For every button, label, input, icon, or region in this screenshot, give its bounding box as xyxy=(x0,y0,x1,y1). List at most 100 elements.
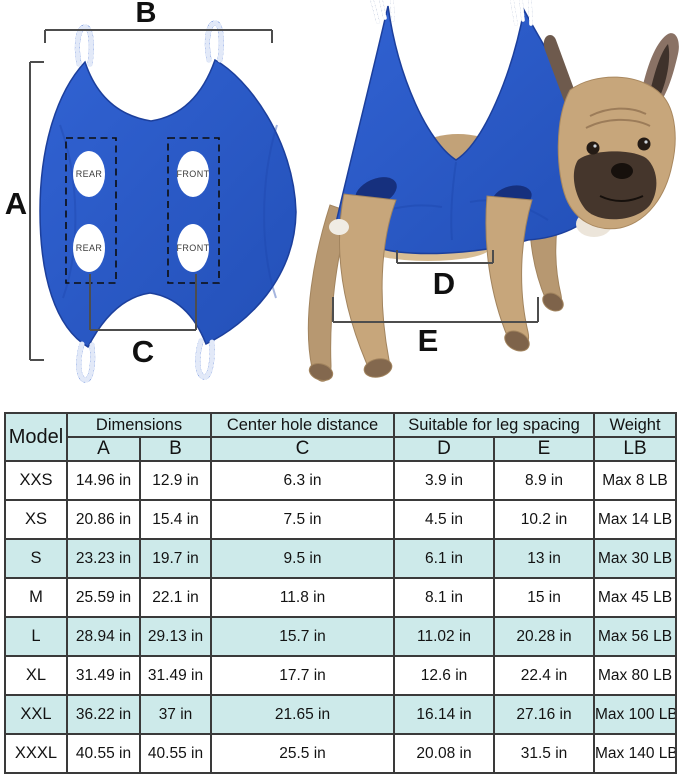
model-cell: XL xyxy=(4,655,68,696)
peak-straps xyxy=(370,0,533,26)
label-e: E xyxy=(418,323,439,358)
header-center-hole-distance: Center hole distance xyxy=(210,412,396,438)
value-cell: 9.5 in xyxy=(210,538,396,579)
dog-head xyxy=(543,33,679,237)
model-cell: XXL xyxy=(4,694,68,735)
value-cell: 25.59 in xyxy=(66,577,141,618)
header-col-b: B xyxy=(138,436,213,462)
muzzle xyxy=(573,151,657,220)
value-cell: 10.2 in xyxy=(493,499,596,540)
value-cell: 6.1 in xyxy=(393,538,496,579)
header-col-e: E xyxy=(493,436,596,462)
value-cell: 7.5 in xyxy=(210,499,396,540)
hole-rear-top xyxy=(73,151,105,197)
value-cell: 6.3 in xyxy=(210,460,396,501)
hole-front-bottom xyxy=(177,224,209,272)
model-cell: XS xyxy=(4,499,68,540)
header-weight: Weight xyxy=(593,412,678,438)
hole-label-front-bottom: FRONT xyxy=(177,243,210,253)
eye-right xyxy=(637,137,651,151)
label-a: A xyxy=(5,186,27,221)
value-cell: 22.4 in xyxy=(493,655,596,696)
value-cell: 13 in xyxy=(493,538,596,579)
value-cell: 16.14 in xyxy=(393,694,496,735)
front-leg-near xyxy=(485,195,533,350)
value-cell: 37 in xyxy=(138,694,213,735)
near-legs xyxy=(338,193,533,378)
value-cell: 22.1 in xyxy=(138,577,213,618)
header-col-c: C xyxy=(210,436,396,462)
header-model: Model xyxy=(4,412,68,462)
header-group-row: Model Dimensions Center hole distance Su… xyxy=(4,412,678,462)
measure-line-c xyxy=(89,274,197,331)
belly-fur-peek xyxy=(329,219,349,235)
value-cell: 12.9 in xyxy=(138,460,213,501)
measure-line-e xyxy=(332,297,539,323)
table-row: L 28.94 in 29.13 in 15.7 in 11.02 in 20.28 in… xyxy=(4,616,678,657)
dog-measurement-lines xyxy=(332,250,539,323)
table-row: XXXL 40.55 in 40.55 in 25.5 in 20.08 in 31.5 … xyxy=(4,733,678,774)
value-cell: 3.9 in xyxy=(393,460,496,501)
dog-in-hammock-diagram: D E xyxy=(307,0,679,382)
value-cell: 28.94 in xyxy=(66,616,141,657)
header-col-d: D xyxy=(393,436,496,462)
value-cell: 15 in xyxy=(493,577,596,618)
value-cell: Max 56 LB xyxy=(593,616,678,657)
corner-straps xyxy=(74,20,224,383)
measurement-lines xyxy=(29,29,273,361)
value-cell: 31.5 in xyxy=(493,733,596,774)
value-cell: 21.65 in xyxy=(210,694,396,735)
value-cell: 14.96 in xyxy=(66,460,141,501)
value-cell: 31.49 in xyxy=(66,655,141,696)
nose xyxy=(611,163,633,179)
value-cell: 40.55 in xyxy=(66,733,141,774)
value-cell: Max 14 LB xyxy=(593,499,678,540)
value-cell: 20.28 in xyxy=(493,616,596,657)
value-cell: 31.49 in xyxy=(138,655,213,696)
value-cell: Max 80 LB xyxy=(593,655,678,696)
model-cell: XXXL xyxy=(4,733,68,774)
value-cell: 20.86 in xyxy=(66,499,141,540)
label-d: D xyxy=(433,266,455,301)
label-b: B xyxy=(136,0,157,29)
eye-glint xyxy=(644,140,648,144)
value-cell: 11.02 in xyxy=(393,616,496,657)
front-paw-far xyxy=(542,292,564,312)
model-cell: XXS xyxy=(4,460,68,501)
measure-line-a xyxy=(29,61,44,361)
value-cell: Max 140 LB xyxy=(593,733,678,774)
label-c: C xyxy=(132,334,154,369)
table-row: XXL 36.22 in 37 in 21.65 in 16.14 in 27.16 in… xyxy=(4,694,678,735)
value-cell: Max 100 LB xyxy=(593,694,678,735)
table-row: M 25.59 in 22.1 in 11.8 in 8.1 in 15 in Max 45… xyxy=(4,577,678,618)
ear-right-inner xyxy=(650,44,670,96)
ear-left xyxy=(543,35,578,106)
value-cell: 11.8 in xyxy=(210,577,396,618)
table-row: XXS 14.96 in 12.9 in 6.3 in 3.9 in 8.9 in Max … xyxy=(4,460,678,501)
hole-label-rear-bottom: REAR xyxy=(76,243,103,253)
header-col-a: A xyxy=(66,436,141,462)
hole-label-front-top: FRONT xyxy=(177,169,210,179)
measure-line-b xyxy=(44,29,273,43)
hole-rear-bottom xyxy=(73,224,105,272)
value-cell: 12.6 in xyxy=(393,655,496,696)
value-cell: Max 8 LB xyxy=(593,460,678,501)
table-row: XS 20.86 in 15.4 in 7.5 in 4.5 in 10.2 in Max … xyxy=(4,499,678,540)
table-row: S 23.23 in 19.7 in 9.5 in 6.1 in 13 in Max 30 … xyxy=(4,538,678,579)
value-cell: 40.55 in xyxy=(138,733,213,774)
brow-wrinkles xyxy=(585,107,651,129)
value-cell: 15.7 in xyxy=(210,616,396,657)
hole-label-rear-top: REAR xyxy=(76,169,103,179)
eye-glint xyxy=(593,144,597,148)
diagram-illustration: REAR REAR FRONT FRONT B A C xyxy=(5,0,679,383)
leg-holes: REAR REAR FRONT FRONT xyxy=(73,151,210,272)
model-cell: L xyxy=(4,616,68,657)
value-cell: 19.7 in xyxy=(138,538,213,579)
value-cell: Max 30 LB xyxy=(593,538,678,579)
flat-hammock-diagram: REAR REAR FRONT FRONT B A C xyxy=(5,0,297,383)
value-cell: 29.13 in xyxy=(138,616,213,657)
value-cell: 27.16 in xyxy=(493,694,596,735)
value-cell: 8.9 in xyxy=(493,460,596,501)
header-dimensions: Dimensions xyxy=(65,412,213,438)
front-paw-near xyxy=(504,330,530,352)
